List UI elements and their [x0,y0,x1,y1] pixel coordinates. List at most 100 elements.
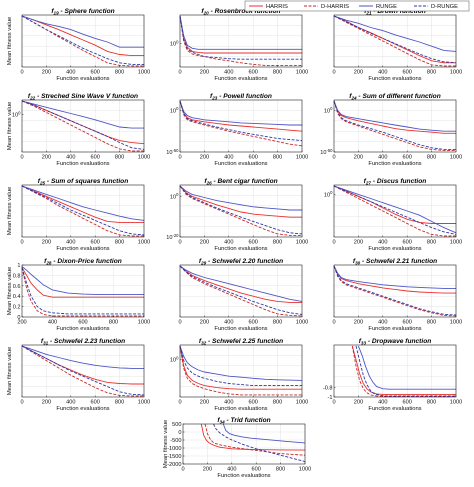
plot-area [334,185,456,237]
x-tick-label: 400 [378,70,387,76]
x-tick-label: 600 [249,155,258,161]
y-tick-label: 10-50 [166,148,179,156]
x-tick-label: 0 [20,70,23,76]
chart-title: f23 - Powell function [210,93,272,101]
x-tick-label: 0 [178,240,181,246]
chart-title: f34 - Trid function [217,417,270,425]
plot-area [180,185,302,237]
chart-title: f30 - Schwefel 2.21 function [353,258,437,266]
x-tick-label: 800 [115,70,124,76]
x-axis-label: Function evaluations [214,406,267,412]
x-tick-label: 400 [227,467,236,473]
series-harris [333,265,456,294]
chart-f19: 0 200 400 600 800 1000 f19 - Sphere function Fu… [7,8,150,82]
x-tick-label: 200 [203,467,212,473]
series-harris [179,345,302,390]
series-d-harris [204,423,306,456]
chart-title: f20 - Rosenbrock function [201,8,280,16]
axes-frame [179,184,303,238]
series-d-runge [333,185,457,235]
x-tick-label: 400 [378,155,387,161]
series-d-harris [21,267,144,317]
x-tick-label: 0 [178,155,181,161]
x-axis-label: Function evaluations [368,326,421,332]
y-axis-label: Mean fitness value [163,420,169,468]
x-tick-label: 800 [427,400,436,406]
series-d-harris [179,345,302,396]
x-tick-label: 0 [20,155,23,161]
x-tick-label: 800 [427,70,436,76]
series-d-harris [179,265,303,317]
axes-frame [333,14,457,68]
series-d-harris [179,100,303,147]
x-tick-label: 0 [178,320,181,326]
x-tick-label: 600 [78,320,87,326]
x-tick-label: 800 [273,320,282,326]
plot-area [180,15,302,67]
axes-frame [179,264,303,318]
series-runge [333,100,456,132]
series-harris [333,15,456,64]
x-axis-label: Function evaluations [56,76,109,82]
plot-area [22,185,144,237]
y-tick-label: 0.8 [13,273,21,279]
x-tick-label: 1000 [138,320,150,326]
x-tick-label: 400 [224,70,233,76]
x-tick-label: 400 [224,400,233,406]
x-tick-label: 200 [17,320,26,326]
y-tick-label: -0.8 [323,386,333,392]
series-runge [333,185,457,234]
chart-f31: 0 200 400 600 800 1000 f31 - Schwefel 2.23 fun… [7,338,150,412]
x-tick-label: 400 [378,400,387,406]
y-tick-label: 100 [324,190,333,198]
x-tick-label: 800 [109,320,118,326]
axes-frame [21,14,145,68]
x-tick-label: 0 [181,467,184,473]
x-tick-label: 400 [66,240,75,246]
plot-area [334,265,456,317]
y-tick-label: 0.2 [13,305,21,311]
x-tick-label: 400 [224,155,233,161]
series-d-harris [21,185,144,237]
x-tick-label: 200 [200,400,209,406]
series-runge [21,345,144,369]
y-tick-label: 0 [17,315,20,321]
x-tick-label: 0 [178,70,181,76]
y-axis-label: Mean fitness value [7,347,13,395]
chart-title: f22 - Streched Sine Wave V function [28,93,138,101]
x-tick-label: 600 [403,240,412,246]
chart-title: f21 - Brown function [364,8,426,16]
axes-frame [179,344,303,398]
x-tick-label: 1000 [450,320,462,326]
x-axis-label: Function evaluations [56,161,109,167]
series-runge [21,100,144,129]
x-tick-label: 800 [276,467,285,473]
x-tick-label: 0 [332,400,335,406]
series-d-harris [351,345,456,397]
x-tick-label: 600 [91,240,100,246]
x-axis-label: Function evaluations [56,406,109,412]
x-tick-label: 600 [403,400,412,406]
series-runge [21,185,145,221]
legend-label-d-harris: D-HARRIS [321,4,349,10]
x-tick-label: 1000 [450,240,462,246]
y-tick-label: 100 [170,106,179,114]
series-runge [357,345,456,390]
series-d-harris [179,185,302,236]
series-d-runge [21,267,144,315]
x-axis-label: Function evaluations [56,246,109,252]
y-tick-label: 0 [178,430,181,436]
x-tick-label: 400 [378,240,387,246]
x-axis-label: Function evaluations [214,161,267,167]
plot-area [180,265,302,317]
series-d-harris [333,265,457,317]
series-d-runge [21,100,145,150]
x-tick-label: 0 [20,240,23,246]
axes-frame [333,99,457,153]
series-d-harris [21,345,144,397]
legend-label-runge: RUNGE [376,4,397,10]
plot-area [183,424,305,464]
y-tick-label: -500 [170,438,181,444]
axes-frame [333,264,457,318]
x-tick-label: 0 [332,320,335,326]
